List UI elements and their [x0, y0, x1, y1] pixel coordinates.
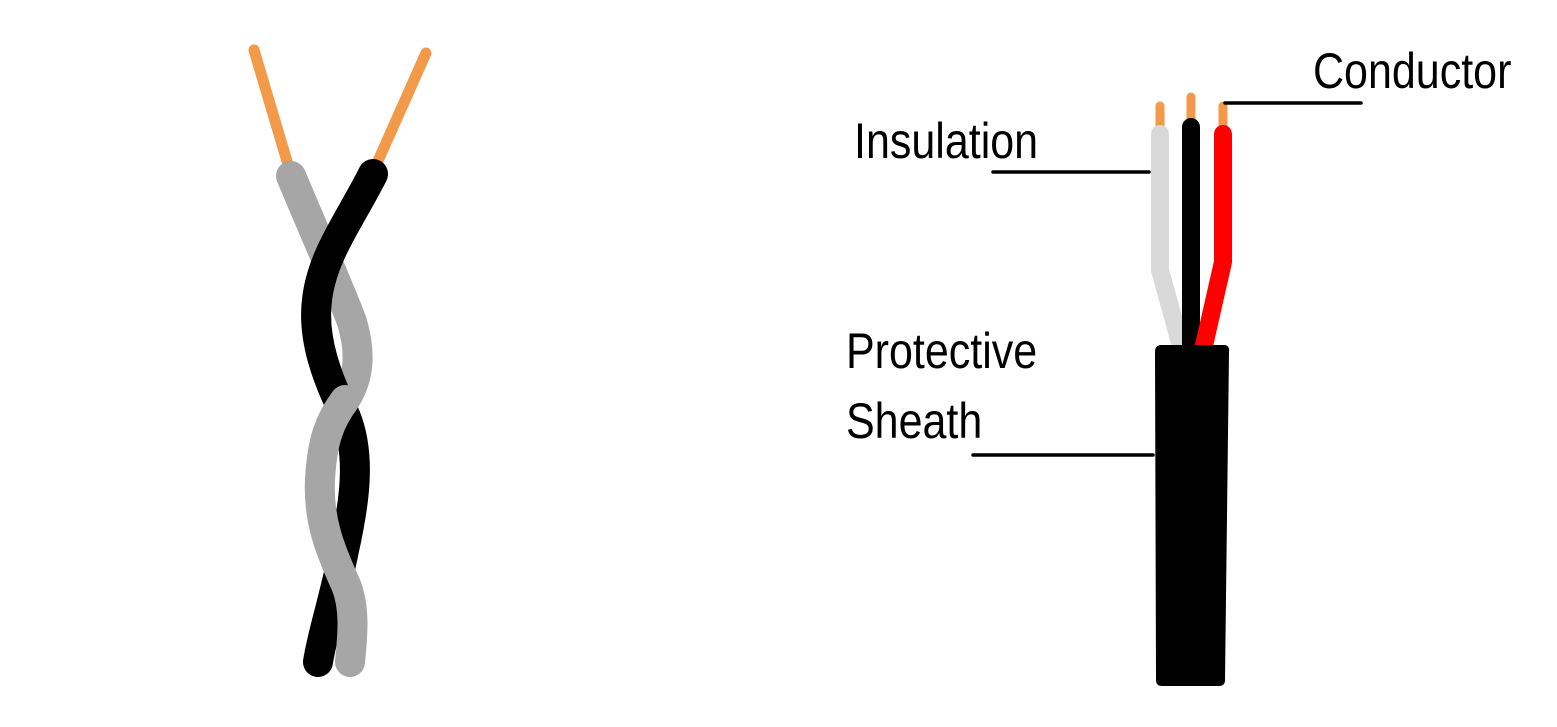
conductor-label: Conductor [1313, 43, 1512, 99]
red-insulated-wire [1194, 125, 1232, 359]
insulation-label: Insulation [854, 113, 1039, 169]
protective-sheath [1155, 345, 1230, 686]
multicore-cable [1151, 92, 1232, 686]
protective-sheath-label-line2: Sheath [846, 393, 983, 449]
white-insulated-wire [1151, 125, 1191, 359]
gray-wire-back [276, 161, 373, 415]
gray-wire-conductor [248, 44, 295, 174]
black-wire-conductor [368, 47, 432, 176]
twisted-pair-cable [248, 44, 432, 677]
protective-sheath-label-line1: Protective [846, 323, 1038, 379]
leader-lines [971, 101, 1363, 457]
gray-wire-front [304, 385, 368, 677]
